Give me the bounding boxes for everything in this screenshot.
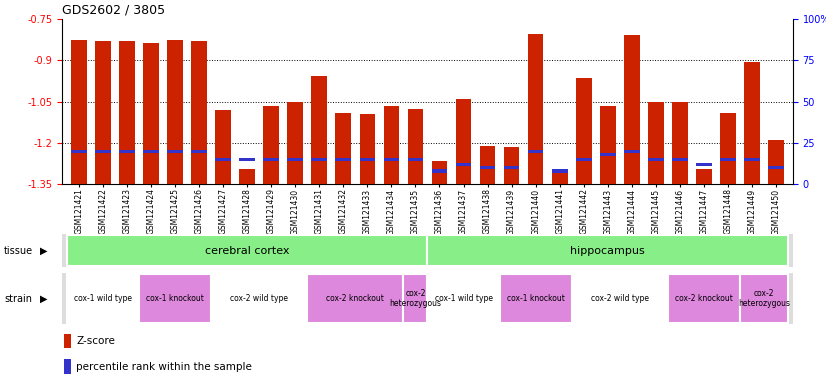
Bar: [311, 158, 327, 161]
Bar: [335, 113, 351, 184]
Bar: [672, 102, 688, 184]
Bar: [600, 106, 615, 184]
Text: GDS2602 / 3805: GDS2602 / 3805: [62, 3, 165, 17]
Bar: [572, 274, 668, 323]
Bar: [768, 166, 784, 169]
Bar: [67, 274, 139, 323]
Text: cox-1 knockout: cox-1 knockout: [506, 294, 565, 303]
Bar: [311, 76, 327, 184]
Bar: [600, 153, 615, 156]
Bar: [768, 140, 784, 184]
Bar: [263, 158, 279, 161]
Bar: [648, 158, 664, 161]
Bar: [720, 158, 736, 161]
Bar: [287, 158, 303, 161]
Bar: [359, 158, 375, 161]
Bar: [528, 150, 544, 153]
Text: cox-1 knockout: cox-1 knockout: [146, 294, 204, 303]
Bar: [672, 158, 688, 161]
Bar: [624, 35, 639, 184]
Bar: [504, 147, 520, 184]
Text: hippocampus: hippocampus: [571, 245, 645, 256]
Bar: [456, 99, 472, 184]
Bar: [427, 274, 500, 323]
Bar: [696, 169, 712, 184]
Bar: [64, 333, 72, 348]
Bar: [740, 274, 788, 323]
Bar: [403, 274, 428, 323]
Bar: [407, 109, 423, 184]
Bar: [216, 110, 231, 184]
Text: percentile rank within the sample: percentile rank within the sample: [76, 362, 252, 372]
Text: cox-1 wild type: cox-1 wild type: [434, 294, 492, 303]
Bar: [211, 274, 307, 323]
Bar: [432, 169, 448, 173]
Bar: [500, 274, 572, 323]
Text: strain: strain: [4, 294, 32, 304]
Bar: [407, 158, 423, 161]
Bar: [71, 40, 87, 184]
Bar: [263, 106, 279, 184]
Text: cox-2 knockout: cox-2 knockout: [326, 294, 384, 303]
Bar: [240, 158, 255, 161]
Text: cox-2 knockout: cox-2 knockout: [675, 294, 733, 303]
Bar: [552, 169, 567, 173]
Bar: [480, 166, 496, 169]
Bar: [576, 158, 591, 161]
Bar: [576, 78, 591, 184]
Bar: [720, 113, 736, 184]
Text: ▶: ▶: [40, 246, 47, 256]
Bar: [744, 158, 760, 161]
Bar: [95, 41, 111, 184]
Bar: [95, 150, 111, 153]
Text: cerebral cortex: cerebral cortex: [205, 245, 289, 256]
Bar: [143, 150, 159, 153]
Bar: [624, 150, 639, 153]
Bar: [143, 43, 159, 184]
Text: ▶: ▶: [40, 294, 47, 304]
Text: cox-2
heterozygous: cox-2 heterozygous: [738, 289, 790, 308]
Text: Z-score: Z-score: [76, 336, 116, 346]
Bar: [456, 163, 472, 166]
Bar: [668, 274, 740, 323]
Bar: [191, 150, 206, 153]
Bar: [216, 158, 231, 161]
Bar: [552, 169, 567, 184]
Bar: [383, 106, 399, 184]
Bar: [744, 62, 760, 184]
Bar: [167, 150, 183, 153]
Bar: [71, 150, 87, 153]
Bar: [480, 146, 496, 184]
Bar: [287, 102, 303, 184]
Bar: [335, 158, 351, 161]
Bar: [119, 150, 135, 153]
Bar: [64, 359, 72, 374]
Text: cox-2
heterozygous: cox-2 heterozygous: [389, 289, 441, 308]
Text: tissue: tissue: [4, 246, 33, 256]
Bar: [696, 163, 712, 166]
Bar: [427, 235, 788, 266]
Bar: [307, 274, 403, 323]
Bar: [648, 102, 664, 184]
Bar: [119, 41, 135, 184]
Bar: [167, 40, 183, 184]
Text: cox-2 wild type: cox-2 wild type: [230, 294, 288, 303]
Bar: [67, 235, 427, 266]
Bar: [191, 41, 206, 184]
Bar: [139, 274, 211, 323]
Text: cox-2 wild type: cox-2 wild type: [591, 294, 649, 303]
Bar: [504, 166, 520, 169]
Bar: [432, 161, 448, 184]
Bar: [383, 158, 399, 161]
Text: cox-1 wild type: cox-1 wild type: [74, 294, 132, 303]
Bar: [359, 114, 375, 184]
Bar: [528, 34, 544, 184]
Bar: [240, 169, 255, 184]
